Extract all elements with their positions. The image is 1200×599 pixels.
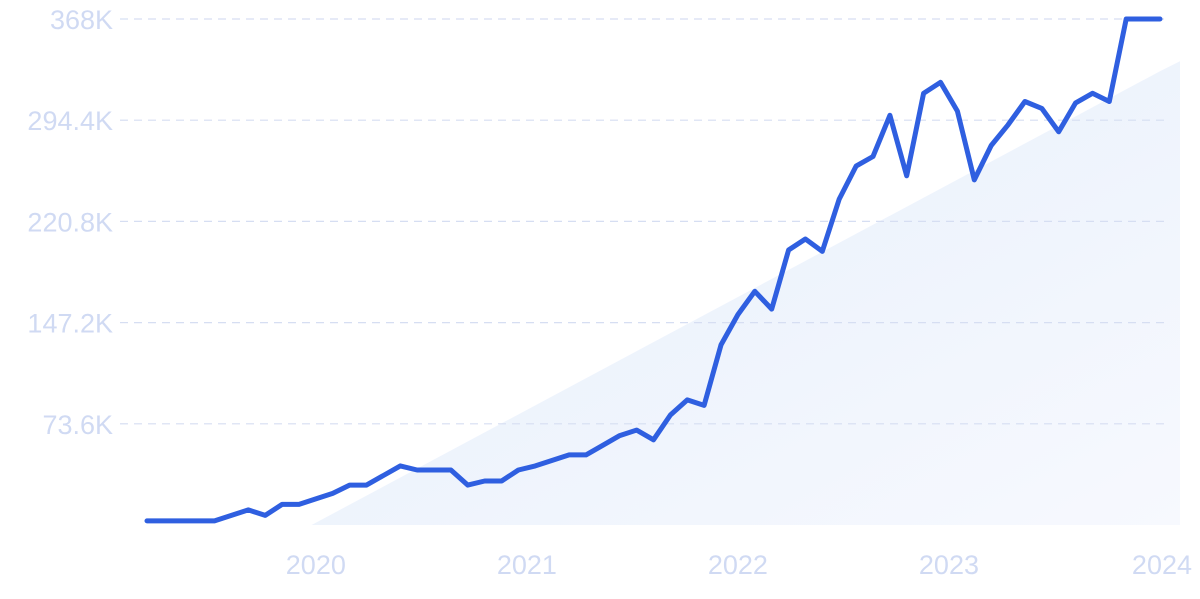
grid-lines <box>120 18 1168 425</box>
x-tick-label: 2024 <box>1132 550 1192 580</box>
x-tick-label: 2022 <box>708 550 768 580</box>
series-layer <box>144 16 1163 524</box>
y-axis-labels: 368K 294.4K 220.8K 147.2K 73.6K <box>27 5 113 440</box>
trend-area <box>311 61 1180 525</box>
x-tick-label: 2023 <box>919 550 979 580</box>
y-tick-label: 220.8K <box>27 207 113 237</box>
y-tick-label: 147.2K <box>27 309 113 339</box>
y-tick-label: 73.6K <box>42 410 113 440</box>
series-line <box>144 16 1163 524</box>
x-tick-label: 2020 <box>286 550 346 580</box>
y-tick-label: 294.4K <box>27 106 113 136</box>
trend-area-layer <box>311 61 1180 525</box>
x-tick-label: 2021 <box>497 550 557 580</box>
y-tick-label: 368K <box>50 5 113 35</box>
x-axis-labels: 2020 2021 2022 2023 2024 <box>286 550 1192 580</box>
